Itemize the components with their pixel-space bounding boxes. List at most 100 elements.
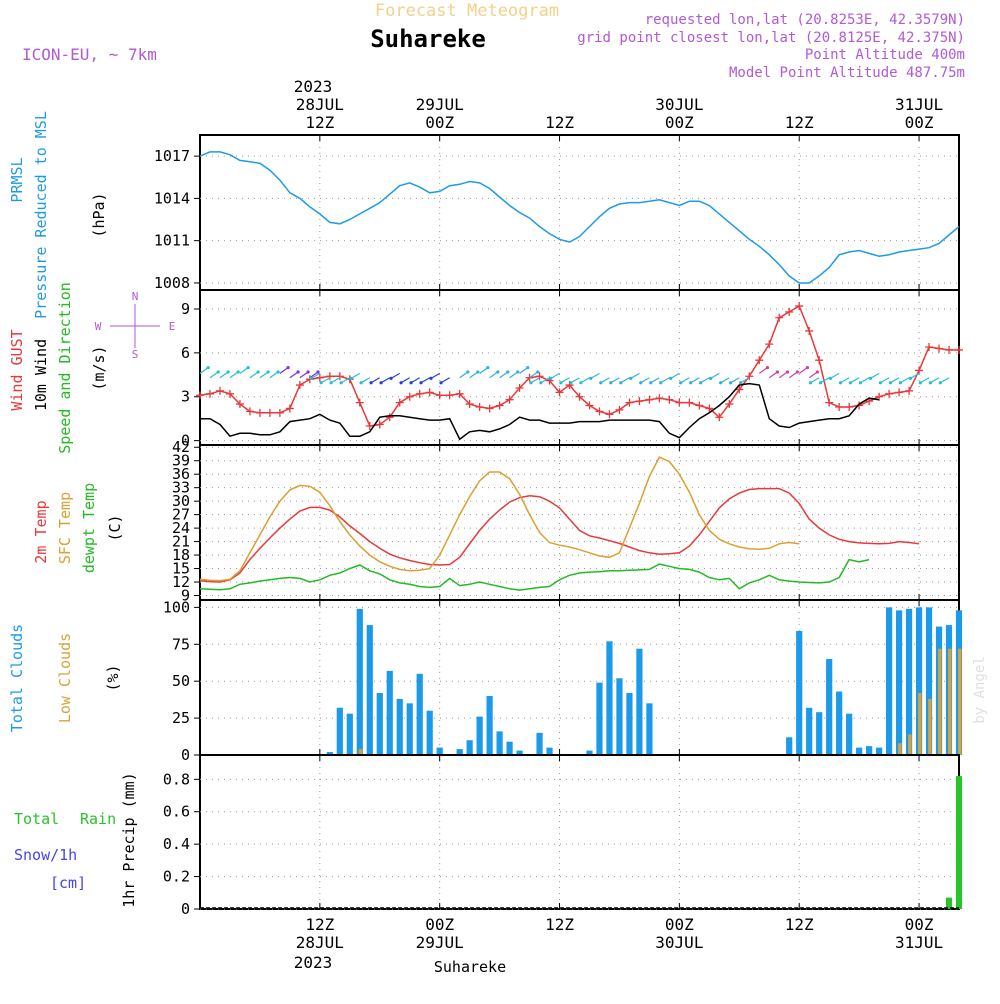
y-tick-label: 36 [172, 465, 190, 483]
wind-arrow [660, 377, 670, 384]
temp-unit: (C) [106, 514, 124, 541]
point-altitude: Point Altitude 400m [805, 47, 965, 63]
bottom-date-label: 31JUL [895, 933, 943, 952]
bar-total-clouds [396, 698, 403, 755]
gust-point [375, 420, 384, 429]
wind-arrow [630, 372, 640, 379]
bar-total-clouds [366, 625, 373, 755]
gust-point [465, 400, 474, 409]
y-tick-label: 1014 [154, 189, 190, 207]
wind-arrow [860, 377, 870, 384]
y-tick-label: 15 [172, 560, 190, 578]
wind-arrow [798, 367, 808, 374]
gust-point [515, 383, 524, 392]
wind-arrow [219, 371, 229, 379]
wind-arrow [930, 377, 940, 384]
gust-point [485, 404, 494, 413]
gust-point [245, 407, 254, 416]
wind-arrowhead [466, 370, 470, 374]
wind-arrowhead [309, 376, 313, 380]
wind-arrowhead [868, 376, 873, 380]
gust-point [915, 366, 924, 375]
y-tick-label: 1008 [154, 274, 190, 292]
chart-panels: 1008101110141017036991215182124273033363… [154, 134, 963, 918]
wind-arrowhead [276, 370, 280, 374]
y-tick-label: 33 [172, 479, 190, 497]
wind-arrowhead [878, 381, 883, 385]
gust-point [495, 401, 504, 410]
wind-arrow [670, 372, 680, 379]
gust-point [205, 389, 214, 398]
panel-wind: 0 3 6 9 [181, 289, 963, 450]
y-tick-label: 24 [172, 519, 190, 537]
wind-arrowhead [486, 366, 490, 370]
precip-rain-label: Rain [80, 810, 116, 828]
wind-arrowhead [785, 370, 790, 374]
wind-arrowhead [679, 381, 683, 385]
wind-arrow [459, 371, 469, 379]
gust-point [935, 344, 944, 353]
wind-arrow [690, 377, 700, 384]
panel-frame [199, 754, 960, 910]
clouds-unit: (%) [104, 664, 122, 691]
footer-location: Suhareke [434, 958, 506, 976]
bar-low-clouds [938, 648, 942, 755]
wind-arrowhead [689, 381, 693, 385]
top-year-label: 2023 [294, 77, 333, 96]
location-title: Suhareke [370, 25, 486, 53]
wind-arrow [440, 377, 450, 384]
wind-arrowhead [765, 366, 770, 370]
panel-1hr-precip: 0 0.2 0.4 0.6 0.8 [163, 754, 963, 918]
panel-frame [199, 134, 960, 291]
top-date-label: 28JUL [296, 95, 344, 114]
wind-arrowhead [516, 370, 520, 374]
wind-arrowhead [429, 376, 433, 380]
top-hour-label: 00Z [665, 113, 694, 132]
wind-arrow [890, 377, 900, 384]
wind-arrowhead [226, 370, 230, 374]
precip-cm-label: [cm] [50, 874, 86, 892]
bar-total-rain [955, 776, 963, 909]
wind-arrow [560, 377, 570, 384]
bottom-year-label: 2023 [294, 953, 333, 972]
gust-point [665, 395, 674, 404]
grid-coords: grid point closest lon,lat (20.8125E, 42… [577, 30, 965, 46]
bottom-hour-label: 00Z [665, 915, 694, 934]
bottom-date-label: 28JUL [296, 933, 344, 952]
y-tick-label: 12 [172, 573, 190, 591]
bar-total-clouds [836, 691, 843, 755]
bar-total-clouds [856, 747, 863, 755]
y-tick-label: 9 [181, 587, 190, 605]
wind-arrow [640, 377, 650, 384]
series-line-wind-gust [199, 305, 959, 427]
top-date-label: 30JUL [655, 95, 703, 114]
gust-point [655, 394, 664, 403]
wind-arrow [289, 371, 299, 379]
bar-total-clouds [326, 752, 333, 755]
y-tick-label: 0 [181, 432, 190, 450]
wind-arrow [900, 377, 910, 384]
y-tick-label: 0.6 [163, 803, 190, 821]
wind-arrow [740, 377, 750, 384]
gust-point [455, 389, 464, 398]
wind-arrow [610, 377, 620, 384]
gust-point [835, 402, 844, 411]
wind-arrow [370, 377, 381, 384]
wind-arrow [239, 367, 249, 374]
y-tick-label: 0.4 [163, 835, 190, 853]
bar-total-clouds [356, 608, 363, 755]
precip-total-label: Total [14, 810, 59, 828]
wind-arrowhead [699, 381, 703, 385]
wind-arrowhead [409, 381, 413, 385]
bar-total-clouds [846, 713, 853, 755]
wind-arrow [810, 377, 820, 384]
gust-point [295, 381, 304, 390]
wind-arrow [788, 371, 798, 379]
wind-arrowhead [795, 370, 800, 374]
model-label: ICON-EU, ~ 7km [22, 45, 157, 64]
wind-arrow [870, 372, 880, 379]
wind-arrowhead [296, 370, 300, 374]
product-title: Forecast Meteogram [375, 1, 559, 21]
wind-arrowhead [389, 376, 393, 380]
wind-arrow [430, 372, 440, 379]
